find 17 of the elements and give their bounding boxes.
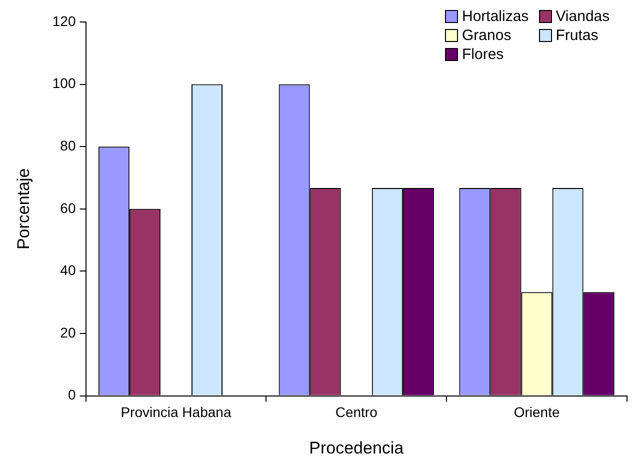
legend-label: Flores	[462, 46, 504, 63]
y-tick-label: 0	[68, 386, 76, 403]
legend-label: Viandas	[556, 8, 610, 25]
y-tick-label: 20	[60, 324, 76, 340]
y-tick-label: 40	[60, 262, 76, 278]
x-axis-title: Procedencia	[309, 438, 404, 458]
y-tick-label: 80	[60, 137, 76, 154]
x-tick-label: Provincia Habana	[120, 404, 232, 420]
y-tick-label: 60	[60, 200, 76, 216]
y-axis-title: Porcentaje	[14, 168, 33, 250]
legend-label: Frutas	[556, 27, 598, 44]
legend-label: Granos	[462, 27, 512, 44]
y-tick-label: 100	[52, 75, 76, 92]
x-tick-label: Centro	[335, 404, 378, 420]
x-tick-label: Oriente	[514, 404, 560, 420]
y-tick-label: 120	[52, 12, 76, 29]
legend-label: Hortalizas	[462, 8, 529, 25]
